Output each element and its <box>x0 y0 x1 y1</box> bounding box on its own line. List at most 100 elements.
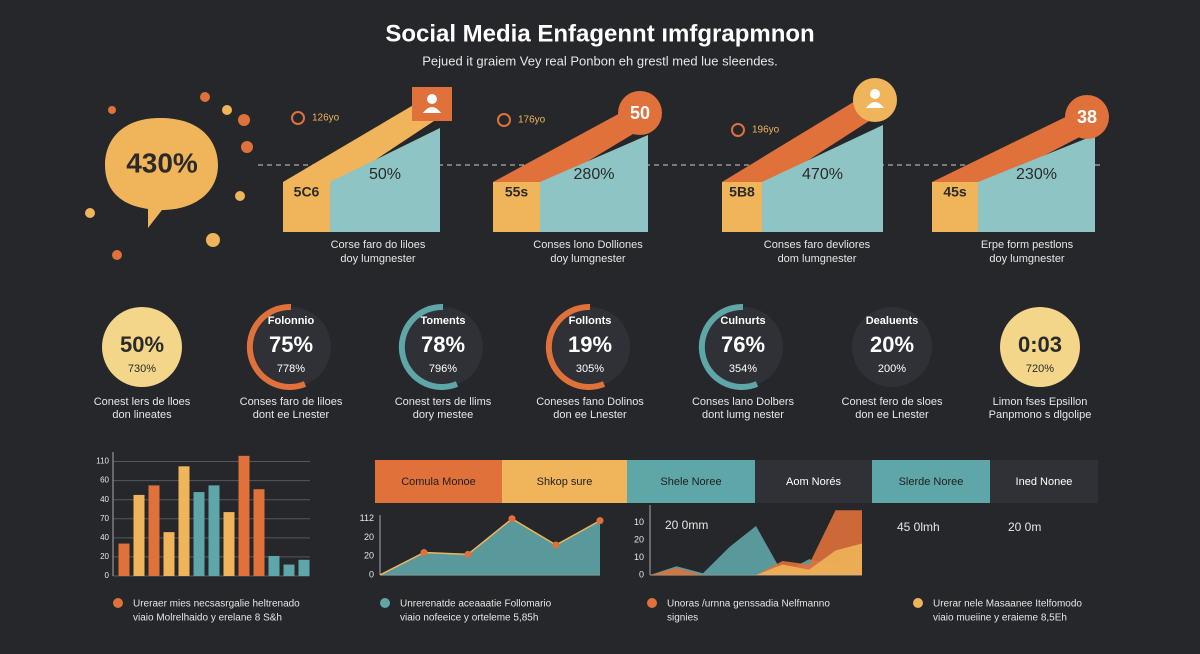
gauge-value: 0:03 <box>1018 332 1062 357</box>
bar <box>193 492 205 576</box>
step-tag: 126yo <box>312 113 340 124</box>
y-tick-label: 0 <box>369 569 374 579</box>
area <box>650 543 862 575</box>
dot <box>235 191 245 201</box>
gauge-caption: Conest ters de llims <box>395 396 492 408</box>
tag-icon <box>731 123 745 137</box>
y-tick-label: 110 <box>96 457 109 466</box>
step-left-label: 5B8 <box>729 184 755 200</box>
gauge-value: 20% <box>870 332 914 357</box>
step-tag: 176yo <box>518 115 546 126</box>
legend-text: signies <box>667 613 698 624</box>
step-caption: doy lumgnester <box>989 253 1065 265</box>
legend-text: viaio nofeeice y orteleme 5,85h <box>400 613 538 624</box>
gauge-label: Culnurts <box>720 315 765 327</box>
point <box>596 517 604 525</box>
gauge-caption: Limon fses Epsillon <box>993 396 1088 408</box>
y-tick-label: 20 <box>364 551 374 561</box>
gauge-caption: Coneses fano Dolinos <box>536 396 644 408</box>
bar <box>283 564 295 576</box>
gauge-arc <box>698 303 759 390</box>
legend-text: Ureraer mies necsasrgalie heltrenado <box>133 599 300 610</box>
gauge-sub: 730% <box>128 363 156 375</box>
gauge-face <box>403 307 483 387</box>
bar <box>148 485 160 576</box>
gauge-face <box>251 307 331 387</box>
legend-text: viaio mueiine y eraieme 8,5Eh <box>933 613 1067 624</box>
speech-bubble <box>105 118 218 228</box>
y-tick-label: 10 <box>634 552 644 562</box>
tab <box>375 460 502 503</box>
legend-dot <box>113 598 123 608</box>
gauge-caption: dont lumg nester <box>702 409 784 421</box>
step-main-label: 50% <box>369 166 401 183</box>
gauge-caption: Conest fero de sloes <box>842 396 943 408</box>
area-line <box>379 517 601 576</box>
gauge-arc <box>398 303 459 390</box>
tab <box>502 460 627 503</box>
ramp <box>493 105 648 190</box>
gauge-value: 19% <box>568 332 612 357</box>
gauge-caption: Conest lers de lloes <box>94 396 191 408</box>
tab <box>872 460 990 503</box>
dot <box>112 250 122 260</box>
gauge-sub: 796% <box>429 363 457 375</box>
title: Social Media Enfagennt ımfgrapmnon <box>385 20 814 47</box>
bar <box>133 494 145 576</box>
gauge-caption: Conses lano Dolbers <box>692 396 795 408</box>
gauge-caption: don lineates <box>112 409 172 421</box>
chart-annotation: 20 0mm <box>665 518 708 532</box>
badge-icon <box>870 89 880 99</box>
tab-label: Comula Monoe <box>401 476 476 488</box>
badge-label: 38 <box>1077 107 1097 127</box>
gauge-face <box>852 307 932 387</box>
step-caption: doy lumgnester <box>340 253 416 265</box>
legend-text: viaio Molrelhaido y erelane 8 S&h <box>133 613 282 624</box>
y-tick-label: 20 <box>100 552 109 561</box>
dot <box>241 141 253 153</box>
legend-dot <box>913 598 923 608</box>
area <box>380 518 600 575</box>
point <box>464 550 472 558</box>
ramp <box>932 109 1095 190</box>
side-label: 45 0lmh <box>897 520 940 534</box>
point <box>552 541 560 549</box>
gauge-label: Toments <box>420 315 465 327</box>
legend-dot <box>647 598 657 608</box>
step-caption: Erpe form pestlons <box>981 239 1074 251</box>
gauge-caption: Conses faro de liloes <box>240 396 343 408</box>
step-left-label: 45s <box>943 184 967 200</box>
point <box>420 549 428 556</box>
gauge-caption: Panpmono s dlgolipe <box>989 409 1092 421</box>
bar <box>238 455 250 576</box>
gauge-arc <box>246 303 307 390</box>
tab-label: Slerde Noree <box>899 476 964 488</box>
step-main-label: 230% <box>1016 166 1057 183</box>
gauge-value: 50% <box>120 332 164 357</box>
tab-label: Shele Noree <box>660 476 721 488</box>
dot <box>238 114 250 126</box>
step-caption: doy lumgnester <box>550 253 626 265</box>
badge-icon <box>866 102 884 108</box>
gauge-sub: 720% <box>1026 363 1054 375</box>
gauge-value: 76% <box>721 332 765 357</box>
legend-text: Unoras /urnna genssadia Nelfmanno <box>667 599 830 610</box>
teal-block <box>762 125 883 232</box>
legend-text: Urerar nele Masaanee Itelfomodo <box>933 599 1082 610</box>
left-block <box>283 182 330 232</box>
teal-block <box>330 128 440 232</box>
subtitle: Pejued it graiem Vey real Ponbon eh gres… <box>422 53 778 68</box>
bar <box>208 485 220 576</box>
ramp <box>283 97 440 190</box>
step-main-label: 280% <box>574 166 615 183</box>
gauge-face <box>1000 307 1080 387</box>
bar <box>223 512 235 576</box>
badge-icon <box>423 107 441 113</box>
step-main-label: 470% <box>802 166 843 183</box>
y-tick-label: 60 <box>100 476 109 485</box>
bar <box>163 532 175 576</box>
left-block <box>493 182 540 232</box>
bar <box>118 543 130 576</box>
gauge-sub: 305% <box>576 363 604 375</box>
dot <box>206 233 220 247</box>
